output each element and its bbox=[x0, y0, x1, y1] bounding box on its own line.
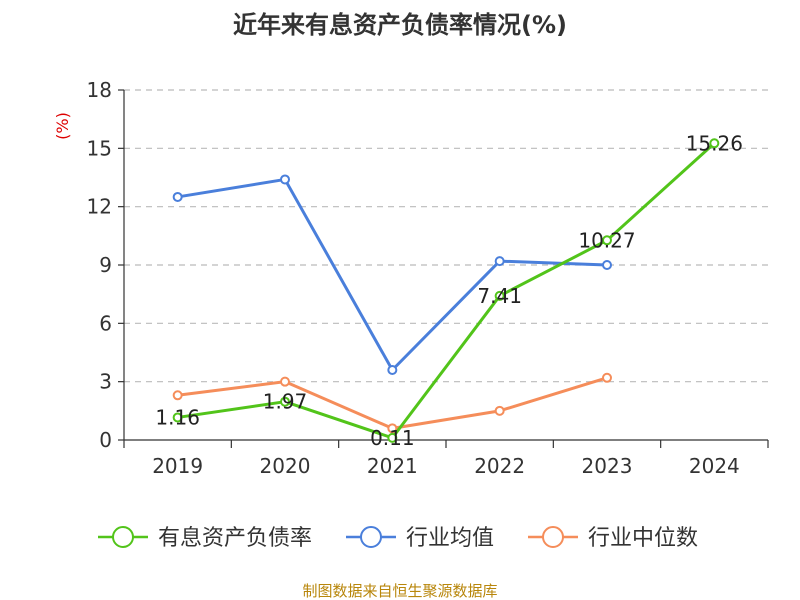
x-tick-label: 2024 bbox=[689, 454, 740, 478]
series-point bbox=[172, 390, 183, 401]
y-tick-label: 3 bbox=[99, 370, 112, 394]
x-tick-label: 2023 bbox=[582, 454, 633, 478]
y-tick-label: 0 bbox=[99, 428, 112, 452]
data-label: 15.26 bbox=[686, 131, 743, 155]
series-point bbox=[602, 235, 612, 246]
series-point bbox=[280, 396, 290, 407]
legend-label: 行业中位数 bbox=[588, 526, 698, 551]
y-axis-label: (%) bbox=[53, 112, 72, 140]
series-point bbox=[494, 405, 505, 416]
series-point bbox=[494, 290, 505, 301]
x-tick-label: 2020 bbox=[260, 454, 311, 478]
legend: 有息资产负债率 行业均值 行业中位数 bbox=[98, 526, 698, 551]
series-point bbox=[172, 191, 183, 202]
data-label: 1.97 bbox=[263, 390, 308, 414]
series-point bbox=[172, 412, 183, 423]
y-tick-label: 12 bbox=[87, 195, 112, 219]
y-tick-label: 18 bbox=[87, 78, 112, 102]
series-point bbox=[387, 432, 398, 443]
series-point bbox=[387, 365, 398, 375]
series-point bbox=[602, 260, 612, 270]
y-tick-label: 15 bbox=[87, 136, 112, 160]
series-line bbox=[177, 376, 608, 430]
chart-title: 近年来有息资产负债率情况(%) bbox=[233, 11, 567, 39]
legend-label: 行业均值 bbox=[406, 526, 494, 551]
series-lines bbox=[172, 138, 720, 443]
grid-lines bbox=[124, 89, 768, 383]
series-point bbox=[387, 423, 398, 434]
series-point bbox=[280, 174, 290, 185]
data-label: 1.16 bbox=[155, 405, 200, 429]
axes: 0 3 6 9 12 15 18 2019 2020 2021 2022 2023 2024 bbox=[87, 78, 769, 478]
series-point bbox=[494, 256, 505, 267]
x-tick-label: 2019 bbox=[152, 454, 203, 478]
series-line bbox=[177, 142, 716, 440]
y-tick-label: 6 bbox=[99, 311, 112, 335]
data-label: 0.11 bbox=[370, 426, 415, 450]
legend-marker bbox=[112, 526, 134, 548]
data-label: 7.41 bbox=[477, 284, 522, 308]
legend-marker bbox=[360, 526, 382, 548]
y-tick-label: 9 bbox=[99, 253, 112, 277]
source-note: 制图数据来自恒生聚源数据库 bbox=[302, 582, 497, 600]
series-point bbox=[280, 376, 290, 387]
data-label: 10.27 bbox=[578, 228, 635, 252]
series-point bbox=[602, 372, 612, 383]
data-labels: 1.16 1.97 0.11 7.41 10.27 15.26 bbox=[155, 131, 743, 450]
x-tick-label: 2021 bbox=[367, 454, 418, 478]
legend-label: 有息资产负债率 bbox=[158, 526, 312, 551]
x-tick-label: 2022 bbox=[474, 454, 525, 478]
legend-marker bbox=[542, 526, 564, 548]
series-point bbox=[709, 138, 720, 149]
